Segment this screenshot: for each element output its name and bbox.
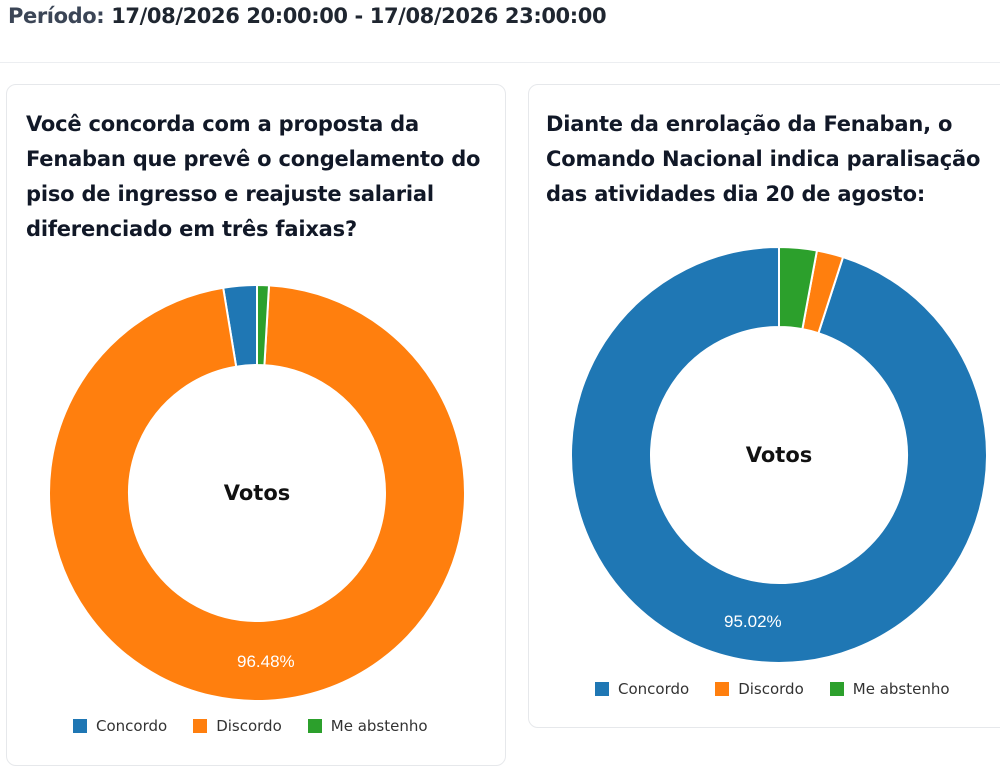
slice-discordo[interactable]	[48, 284, 466, 702]
slice-discordo[interactable]	[801, 249, 845, 335]
donut-chart-2: 95.02% Votos	[570, 245, 988, 664]
chart-legend-1: Concordo Discordo Me abstenho	[73, 717, 428, 735]
legend-swatch-discordo	[193, 719, 208, 733]
legend-swatch-me-abstenho	[307, 719, 322, 733]
period-header: Período: 17/08/2026 20:00:00 - 17/08/202…	[8, 4, 607, 28]
donut-center-label: Votos	[746, 443, 813, 467]
legend-label-concordo: Concordo	[618, 680, 690, 698]
legend-label-discordo: Discordo	[216, 717, 282, 735]
data-label-discordo: 96.48%	[237, 652, 295, 671]
poll-card-2: Diante da enrolação da Fenaban, o Comand…	[528, 84, 1000, 728]
legend-swatch-concordo	[73, 719, 87, 733]
legend-label-me-abstenho: Me abstenho	[852, 680, 950, 698]
legend-label-discordo: Discordo	[738, 680, 804, 698]
chart-legend-2: Concordo Discordo Me abstenho	[595, 680, 950, 698]
donut-center-label: Votos	[224, 481, 291, 505]
legend-item-me-abstenho[interactable]: Me abstenho	[307, 717, 428, 735]
header-divider	[0, 62, 1000, 63]
legend-swatch-me-abstenho	[829, 682, 844, 696]
legend-item-concordo[interactable]: Concordo	[73, 717, 167, 735]
legend-item-me-abstenho[interactable]: Me abstenho	[829, 680, 950, 698]
period-value: 17/08/2026 20:00:00 - 17/08/2026 23:00:0…	[111, 4, 607, 28]
poll-question-2: Diante da enrolação da Fenaban, o Comand…	[546, 112, 981, 206]
legend-item-discordo[interactable]: Discordo	[715, 680, 804, 698]
poll-question-1: Você concorda com a proposta da Fenaban …	[26, 112, 481, 241]
data-label-concordo: 95.02%	[724, 612, 782, 631]
legend-item-concordo[interactable]: Concordo	[595, 680, 689, 698]
slice-me-abstenho[interactable]	[778, 245, 819, 331]
legend-swatch-discordo	[715, 682, 730, 696]
legend-swatch-concordo	[595, 682, 609, 696]
slice-me-abstenho[interactable]	[256, 283, 271, 367]
poll-card-1: Você concorda com a proposta da Fenaban …	[6, 84, 506, 766]
legend-label-me-abstenho: Me abstenho	[330, 717, 428, 735]
slice-concordo[interactable]	[570, 245, 988, 664]
period-label: Período:	[8, 4, 105, 28]
legend-item-discordo[interactable]: Discordo	[193, 717, 282, 735]
donut-chart-1: 96.48% Votos	[48, 283, 466, 702]
legend-label-concordo: Concordo	[96, 717, 168, 735]
